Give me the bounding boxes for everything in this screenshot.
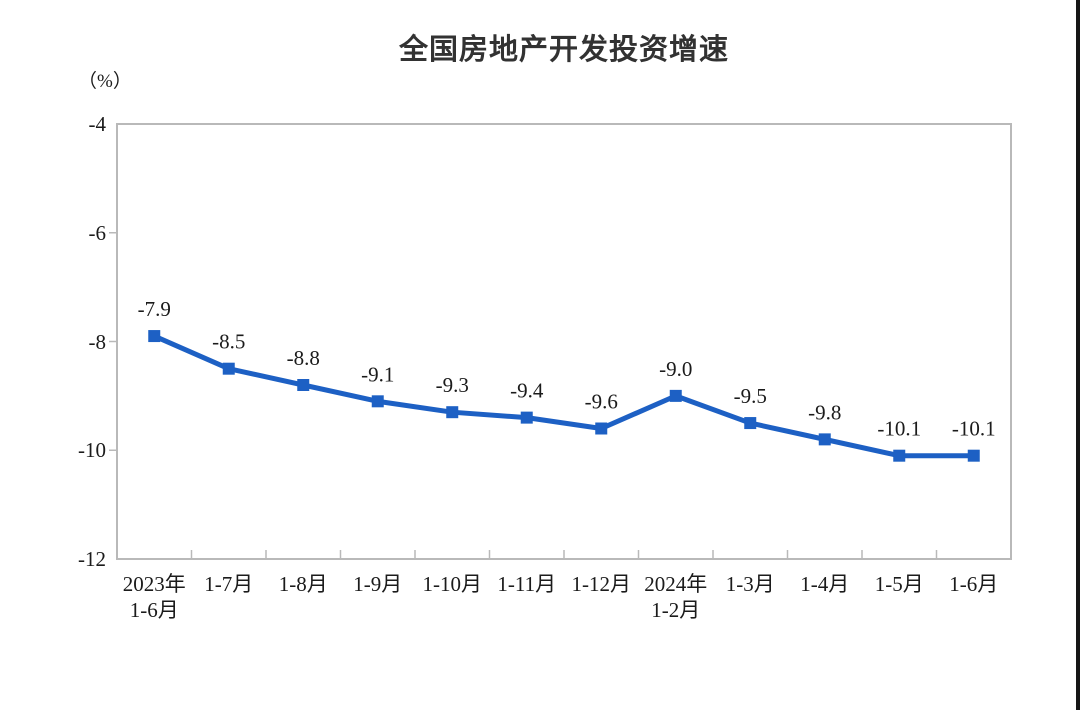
y-axis-label: -4	[88, 112, 107, 136]
data-point-marker	[967, 449, 980, 462]
data-point-label: -10.1	[952, 417, 996, 441]
plot-border	[116, 123, 1012, 560]
data-point-label: -10.1	[877, 417, 921, 441]
data-point-marker	[446, 406, 459, 419]
series-line	[151, 333, 977, 459]
data-point-marker	[893, 449, 906, 462]
right-edge-strip	[1076, 0, 1080, 710]
x-axis-label: 1-6月	[949, 572, 999, 596]
data-point-label: -9.5	[734, 384, 767, 408]
y-axis-label: -8	[88, 329, 107, 354]
x-axis-label: 2023年 1-6月	[122, 572, 186, 622]
data-point-marker	[371, 395, 384, 408]
x-axis-label: 1-7月	[204, 572, 254, 596]
data-point-marker	[669, 389, 682, 402]
chart-title: 全国房地产开发投资增速	[398, 34, 729, 66]
x-axis-label: 1-12月	[571, 572, 632, 596]
x-axis-label: 1-9月	[353, 572, 403, 596]
data-point-marker	[222, 362, 235, 375]
data-point-label: -9.4	[510, 379, 544, 403]
data-point-label: -9.0	[659, 357, 692, 381]
data-point-label: -9.3	[436, 373, 469, 397]
data-point-marker	[520, 411, 533, 424]
data-point-label: -9.8	[808, 400, 841, 424]
data-point-marker	[297, 379, 310, 391]
y-axis-label: -10	[78, 438, 106, 463]
data-point-marker	[595, 422, 608, 435]
x-axis-label: 1-4月	[800, 572, 850, 596]
data-point-marker	[818, 433, 831, 446]
x-axis-label: 1-5月	[874, 572, 924, 596]
data-point-label: -7.9	[138, 297, 171, 321]
x-axis-label: 1-8月	[278, 572, 328, 596]
x-axis-label: 2024年 1-2月	[644, 572, 708, 622]
x-axis-label: 1-11月	[497, 572, 557, 596]
y-axis-label: -6	[88, 220, 107, 245]
data-point-marker	[148, 330, 161, 343]
data-point-label: -9.1	[361, 362, 394, 386]
data-point-label: -9.6	[585, 390, 618, 414]
y-axis-label: -12	[78, 547, 106, 571]
data-point-marker	[744, 417, 757, 430]
data-point-label: -8.5	[212, 330, 245, 354]
x-axis-label: 1-10月	[422, 572, 483, 596]
data-point-label: -8.8	[287, 346, 320, 370]
x-axis-label: 1-3月	[725, 572, 775, 596]
y-axis-unit-label: （%）	[78, 71, 132, 92]
